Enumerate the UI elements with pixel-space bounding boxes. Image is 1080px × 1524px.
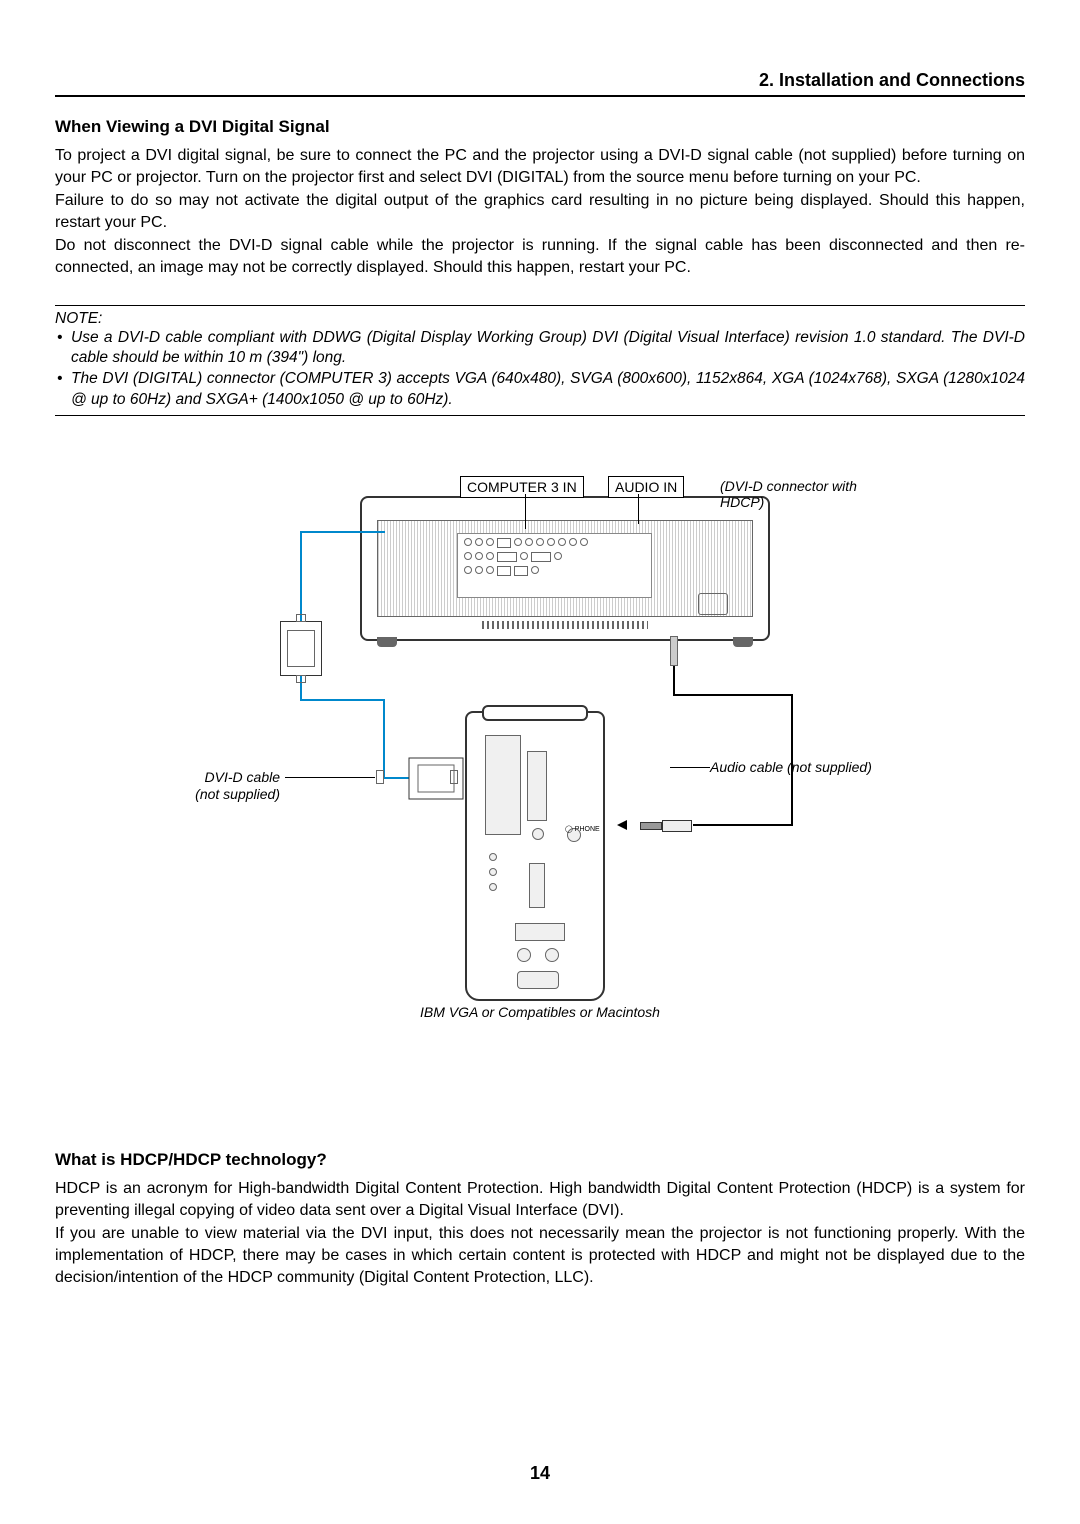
caption-dvid-cable-line1: DVI-D cable xyxy=(160,769,280,785)
subsection-title-hdcp: What is HDCP/HDCP technology? xyxy=(55,1150,1025,1170)
section-header: 2. Installation and Connections xyxy=(55,70,1025,95)
note-title: NOTE: xyxy=(55,310,1025,328)
label-audio: AUDIO IN xyxy=(608,476,684,498)
caption-dvid-hdcp: (DVI-D connector with HDCP) xyxy=(720,478,890,510)
arrow-left-icon xyxy=(617,820,627,830)
connection-diagram: COMPUTER 3 IN AUDIO IN (DVI-D connector … xyxy=(190,476,890,996)
caption-dvid-cable-line2: (not supplied) xyxy=(160,786,280,802)
note-item: The DVI (DIGITAL) connector (COMPUTER 3)… xyxy=(55,369,1025,411)
note-list: Use a DVI-D cable compliant with DDWG (D… xyxy=(55,328,1025,412)
header-rule: 2. Installation and Connections xyxy=(55,70,1025,97)
dvi-connector-icon xyxy=(280,621,322,676)
note-block: NOTE: Use a DVI-D cable compliant with D… xyxy=(55,305,1025,417)
label-computer3: COMPUTER 3 IN xyxy=(460,476,584,498)
paragraph: If you are unable to view material via t… xyxy=(55,1223,1025,1288)
paragraph: Do not disconnect the DVI-D signal cable… xyxy=(55,235,1025,278)
diagram-caption-pc: IBM VGA or Compatibles or Macintosh xyxy=(55,1004,1025,1020)
caption-audio-cable: Audio cable (not supplied) xyxy=(710,759,872,775)
paragraph: HDCP is an acronym for High-bandwidth Di… xyxy=(55,1178,1025,1221)
hdcp-section: What is HDCP/HDCP technology? HDCP is an… xyxy=(55,1150,1025,1288)
paragraph: To project a DVI digital signal, be sure… xyxy=(55,145,1025,188)
note-item: Use a DVI-D cable compliant with DDWG (D… xyxy=(55,328,1025,370)
paragraph: Failure to do so may not activate the di… xyxy=(55,190,1025,233)
audio-plug-icon xyxy=(670,636,678,666)
audio-jack-icon xyxy=(640,821,690,831)
page-number: 14 xyxy=(0,1463,1080,1484)
subsection-title-dvi: When Viewing a DVI Digital Signal xyxy=(55,117,1025,137)
projector-icon xyxy=(360,496,770,641)
pc-tower-icon: ◯ PHONE xyxy=(465,711,605,1001)
